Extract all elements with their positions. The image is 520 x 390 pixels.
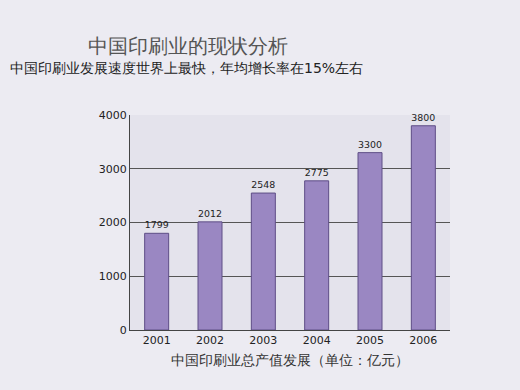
svg-text:0: 0 — [120, 324, 127, 337]
svg-text:4000: 4000 — [99, 109, 127, 122]
svg-text:中国印刷业总产值发展（单位：亿元）: 中国印刷业总产值发展（单位：亿元） — [171, 352, 409, 368]
svg-text:2001: 2001 — [143, 334, 171, 347]
svg-text:2004: 2004 — [303, 334, 331, 347]
svg-text:3800: 3800 — [411, 112, 435, 123]
svg-text:3300: 3300 — [358, 139, 382, 150]
svg-text:2000: 2000 — [99, 216, 127, 229]
svg-text:3000: 3000 — [99, 163, 127, 176]
svg-text:中国印刷业的现状分析: 中国印刷业的现状分析 — [88, 34, 288, 58]
svg-text:2775: 2775 — [305, 167, 329, 178]
svg-text:2012: 2012 — [198, 208, 222, 219]
svg-text:2548: 2548 — [251, 179, 275, 190]
svg-text:2006: 2006 — [409, 334, 437, 347]
svg-text:1000: 1000 — [99, 270, 127, 283]
svg-text:1799: 1799 — [145, 219, 169, 230]
svg-text:中国印刷业发展速度世界上最快，年均增长率在15%左右: 中国印刷业发展速度世界上最快，年均增长率在15%左右 — [10, 60, 363, 76]
svg-text:2005: 2005 — [356, 334, 384, 347]
svg-text:2003: 2003 — [249, 334, 277, 347]
svg-text:2002: 2002 — [196, 334, 224, 347]
